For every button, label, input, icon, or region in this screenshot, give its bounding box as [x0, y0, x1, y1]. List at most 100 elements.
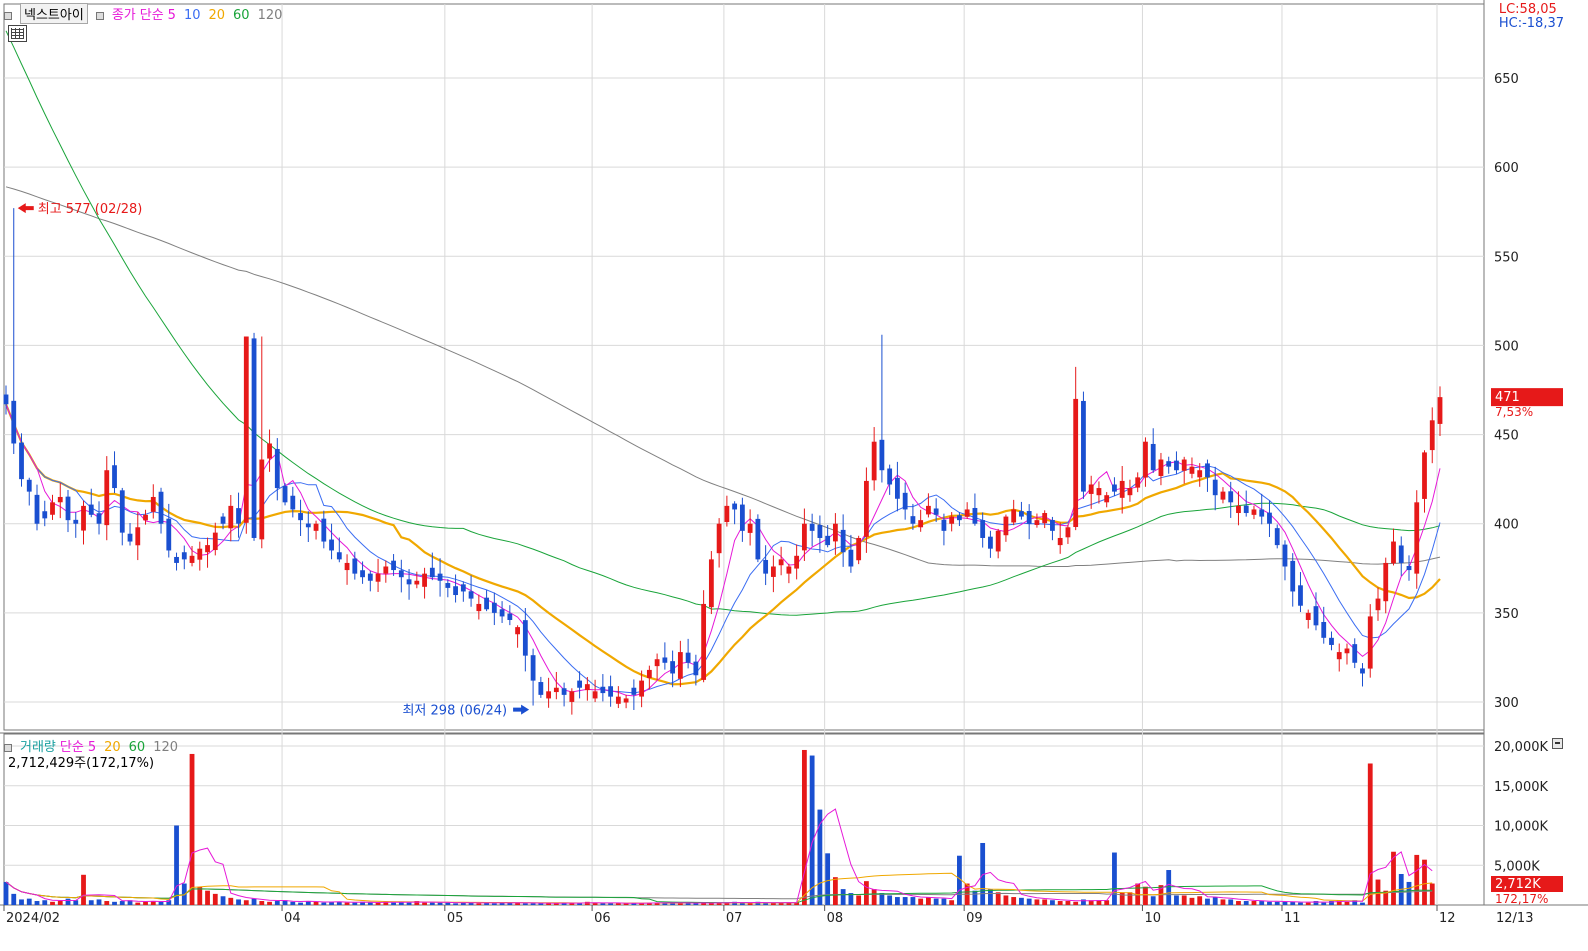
volume-bar	[19, 899, 24, 905]
candle-body	[755, 518, 761, 560]
volume-bar	[801, 749, 807, 905]
candle-body	[398, 570, 404, 578]
candle-body	[1026, 511, 1032, 524]
volume-bar	[1305, 902, 1311, 905]
candle	[1290, 553, 1296, 607]
candle-body	[1251, 509, 1257, 515]
ma60-label: 60	[233, 8, 250, 23]
volume-bar	[499, 902, 505, 905]
candle-body	[1321, 621, 1327, 638]
candle	[127, 522, 133, 546]
volume-bar	[1057, 901, 1063, 905]
legend-square-icon	[95, 11, 104, 20]
price-tick-label: 600	[1494, 161, 1519, 176]
candle	[1429, 407, 1435, 464]
volume-bar	[980, 842, 986, 905]
candle	[801, 508, 807, 561]
volume-bar	[1321, 902, 1327, 905]
volume-bar	[577, 903, 583, 905]
candle-body	[1352, 644, 1358, 663]
candle-body	[228, 505, 234, 529]
candle	[174, 552, 179, 571]
candle	[1212, 466, 1218, 511]
expand-icon[interactable]	[1552, 738, 1563, 749]
volume-bar	[732, 901, 738, 905]
candle-body	[1158, 459, 1164, 476]
volume-bar	[1197, 896, 1203, 905]
candle-body	[391, 560, 396, 571]
candle	[112, 451, 117, 494]
candle-body	[615, 696, 621, 704]
volume-bar	[468, 902, 474, 905]
candle	[1391, 528, 1396, 566]
candle	[1422, 450, 1427, 513]
candle-body	[1367, 616, 1373, 669]
low-label: 최저 298 (06/24)	[402, 704, 507, 719]
candle-body	[530, 655, 536, 681]
candle	[88, 488, 94, 518]
candle-body	[569, 691, 575, 702]
candle	[1081, 391, 1086, 499]
candle	[282, 483, 288, 506]
candle-body	[1236, 505, 1241, 514]
candle-body	[646, 669, 652, 678]
current-price: 471	[1495, 390, 1520, 405]
current-volume-tag	[1491, 876, 1563, 892]
candle-body	[1081, 400, 1086, 492]
candle-body	[701, 603, 707, 680]
volume-bar	[143, 901, 148, 905]
volume-bar	[1267, 901, 1272, 905]
candle	[879, 334, 885, 483]
candle-body	[1019, 511, 1024, 517]
candle	[739, 497, 745, 542]
candle	[1352, 638, 1358, 669]
volume-bar	[150, 901, 156, 905]
candle	[778, 546, 784, 576]
candle-body	[957, 515, 962, 521]
volume-bar	[460, 902, 466, 905]
candle-body	[329, 539, 334, 551]
volume-bar	[747, 903, 753, 905]
candle-body	[1119, 480, 1125, 498]
candle-body	[313, 523, 319, 531]
candle-body	[259, 459, 265, 540]
volume-bar	[1034, 899, 1040, 905]
ma-type-label: 단순	[139, 8, 164, 23]
candle	[577, 671, 583, 699]
grid-icon[interactable]	[8, 25, 27, 42]
volume-bar	[352, 902, 358, 905]
candle-body	[1406, 566, 1412, 571]
ma10-label: 10	[183, 8, 201, 23]
volume-bar	[569, 903, 575, 905]
volume-bar	[957, 855, 962, 905]
volume-bar	[1150, 896, 1156, 905]
candle-body	[879, 439, 885, 471]
candle	[73, 512, 79, 538]
volume-bar	[871, 889, 877, 905]
volume-bar	[1391, 851, 1396, 905]
volume-bar	[763, 903, 769, 905]
candle-body	[34, 494, 40, 524]
candle	[910, 503, 916, 530]
candle	[646, 665, 652, 690]
volume-bar	[1181, 895, 1187, 905]
stock-name-button[interactable]: 넥스트아이	[20, 3, 88, 24]
candle-body	[96, 513, 102, 524]
candle	[422, 567, 427, 599]
candle	[972, 493, 978, 526]
candle	[429, 552, 435, 581]
volume-bar	[708, 903, 714, 905]
candle	[1073, 366, 1079, 531]
candle	[197, 541, 203, 571]
vol-ma120-label: 120	[153, 740, 179, 755]
candle	[259, 336, 265, 549]
volume-bar	[1414, 854, 1420, 905]
candle	[1205, 459, 1210, 492]
candle	[507, 605, 513, 626]
candle-body	[1267, 512, 1272, 524]
candle-body	[677, 652, 683, 679]
candle-body	[910, 516, 916, 524]
candle-body	[1150, 443, 1156, 471]
volume-bar	[895, 897, 900, 905]
candle-body	[174, 556, 179, 563]
